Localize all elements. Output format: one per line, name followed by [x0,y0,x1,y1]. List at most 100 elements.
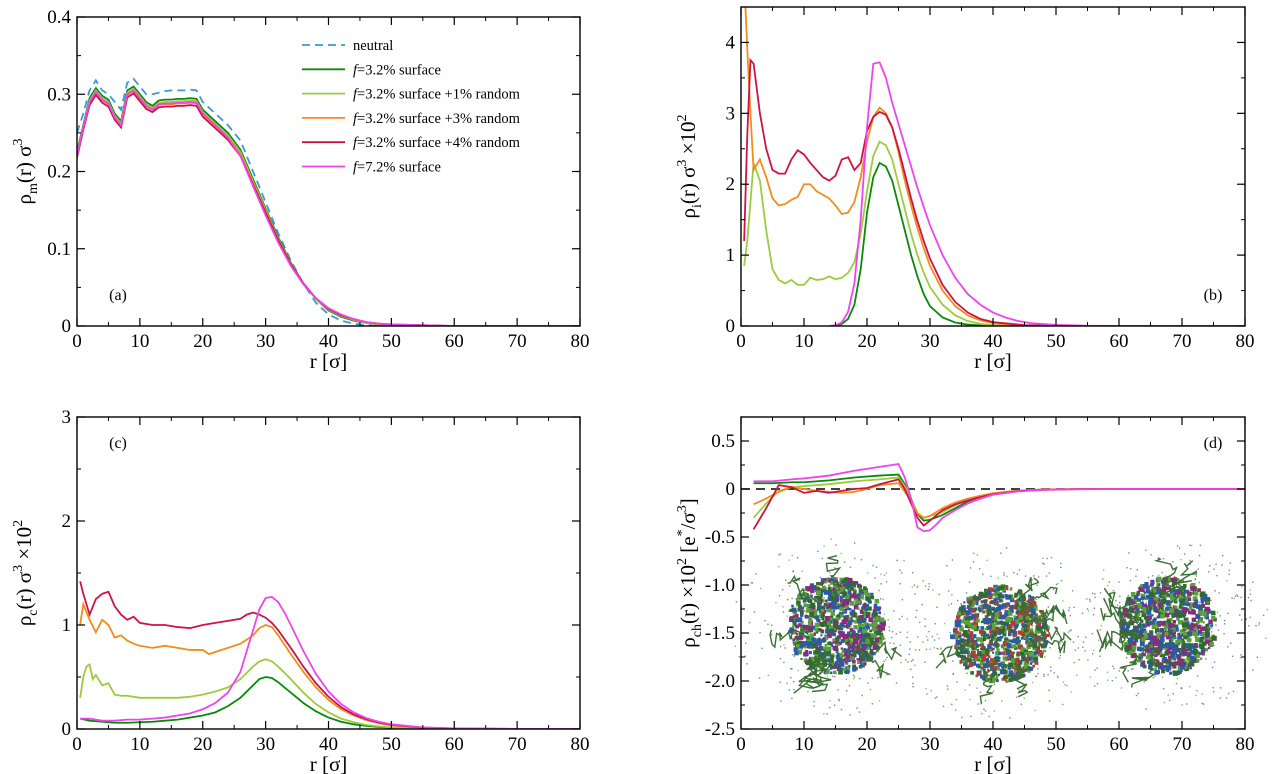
legend-entry: f=3.2% surface +4% random [353,135,521,151]
series-line-b-0 [829,161,1245,326]
plot-frame-a [76,16,581,327]
x-tick-label: 70 [1173,331,1192,352]
y-tick-label: -2.5 [705,719,735,740]
panel-a: 0 10 20 30 40 50 60 70 80 0 0.1 0.2 0.3 0.4 r [σ] ρm(r)… [11,7,590,373]
x-tick-label: 80 [1236,331,1255,352]
series-line-d-3 [752,478,1245,530]
y-tick-label: 1 [726,245,736,266]
x-tick-label: 70 [508,734,527,755]
legend-entry: neutral [353,38,393,54]
y-axis-label-a: ρm(r) σ3 [11,139,41,205]
x-tick-label: 40 [319,331,338,352]
panel-d: 0 10 20 30 40 50 60 70 80 -2.5 -2.0 -1.5 -1.0 -0.5 0 0.… [675,416,1268,774]
y-tick-label: -2.0 [705,671,735,692]
x-tick-label: 80 [571,734,590,755]
legend: neutral f=3.2% surface f=3.2% surface +1% … [302,38,521,176]
plot-frame-c [76,416,581,730]
x-tick-label: 60 [445,734,464,755]
x-tick-label: 30 [921,331,940,352]
x-tick-label: 50 [382,331,401,352]
y-tick-label: 0.5 [711,431,735,452]
legend-entry: f=7.2% surface [353,160,441,176]
x-tick-label: 80 [571,331,590,352]
x-axis-label-b: r [σ] [974,349,1012,373]
y-tick-label: 0.2 [47,162,71,183]
y-tick-label: 0.3 [47,84,71,105]
y-tick-label: 0 [62,316,72,337]
x-tick-label: 60 [1110,734,1129,755]
x-tick-label: 20 [193,734,212,755]
panel-c: 0 10 20 30 40 50 60 70 80 0 1 2 3 r [σ] ρc(r) σ3 ×102 (… [11,407,590,774]
x-tick-label: 40 [319,734,338,755]
y-tick-label: 1 [62,615,72,636]
series-line-b-2 [744,7,1245,326]
series-line-a-0 [77,77,580,326]
x-tick-label: 0 [736,734,746,755]
y-axis-label-d: ρch(r) ×102 [e*/σ3] [675,498,705,648]
legend-entry: f=3.2% surface +3% random [353,111,521,127]
y-tick-label: 2 [726,174,736,195]
x-tick-label: 10 [130,734,149,755]
x-tick-label: 20 [193,331,212,352]
series-line-a-4 [77,92,580,326]
y-tick-label: 3 [62,407,72,428]
x-tick-label: 80 [1236,734,1255,755]
x-tick-label: 60 [1110,331,1129,352]
series-line-c-3 [79,581,580,729]
series-line-c-2 [79,600,580,729]
y-tick-label: 0.1 [47,239,71,260]
x-tick-label: 30 [921,734,940,755]
panel-label-a: (a) [109,287,127,304]
inset-snapshot-f-3.2-surface [734,538,939,716]
x-tick-label: 0 [72,331,82,352]
x-tick-label: 70 [508,331,527,352]
x-tick-label: 40 [984,734,1003,755]
series-line-b-1 [743,140,1245,326]
y-tick-label: -1.5 [705,623,735,644]
series-line-c-4 [80,595,580,729]
x-tick-label: 40 [984,331,1003,352]
x-tick-label: 10 [795,331,814,352]
x-axis-label-a: r [σ] [310,349,348,373]
x-tick-label: 50 [1047,331,1066,352]
legend-entry: f=3.2% surface +1% random [353,87,521,103]
x-tick-label: 20 [858,331,877,352]
legend-entry: f=3.2% surface [353,62,441,78]
x-tick-label: 50 [382,734,401,755]
series-line-d-1 [752,476,1245,519]
y-tick-label: 0 [726,479,736,500]
y-tick-label: 4 [726,32,736,53]
x-tick-label: 30 [256,331,275,352]
x-tick-label: 0 [736,331,746,352]
x-tick-label: 60 [445,331,464,352]
series-line-b-3 [743,57,1245,326]
series-line-c-0 [79,676,580,729]
series-line-a-5 [77,89,580,326]
y-tick-label: -1.0 [705,575,735,596]
y-tick-label: -0.5 [705,527,735,548]
y-tick-label: 3 [726,103,736,124]
x-tick-label: 30 [256,734,275,755]
y-tick-label: 0 [726,316,736,337]
panel-label-c: (c) [109,435,127,452]
x-tick-label: 20 [858,734,877,755]
y-tick-label: 0 [62,719,72,740]
x-tick-label: 10 [130,331,149,352]
series-line-b-4 [829,61,1245,326]
y-tick-label: 2 [62,511,72,532]
panel-label-d: (d) [1204,435,1223,452]
x-tick-label: 50 [1047,734,1066,755]
series-line-d-4 [753,463,1245,533]
panel-label-b: (b) [1204,287,1223,304]
plot-frame-b [740,6,1246,327]
x-axis-label-c: r [σ] [310,752,348,774]
y-axis-label-b: ρi(r) σ3 ×102 [675,114,705,218]
series-line-d-0 [753,473,1245,522]
y-axis-label-c: ρc(r) σ3 ×102 [11,520,41,626]
panel-b: 0 10 20 30 40 50 60 70 80 0 1 2 3 4 r [σ] ρi(r) σ3 ×102… [675,6,1255,373]
y-tick-label: 0.4 [47,7,71,28]
x-axis-label-d: r [σ] [974,752,1012,774]
inset-snapshot-right [1067,544,1268,710]
x-tick-label: 70 [1173,734,1192,755]
